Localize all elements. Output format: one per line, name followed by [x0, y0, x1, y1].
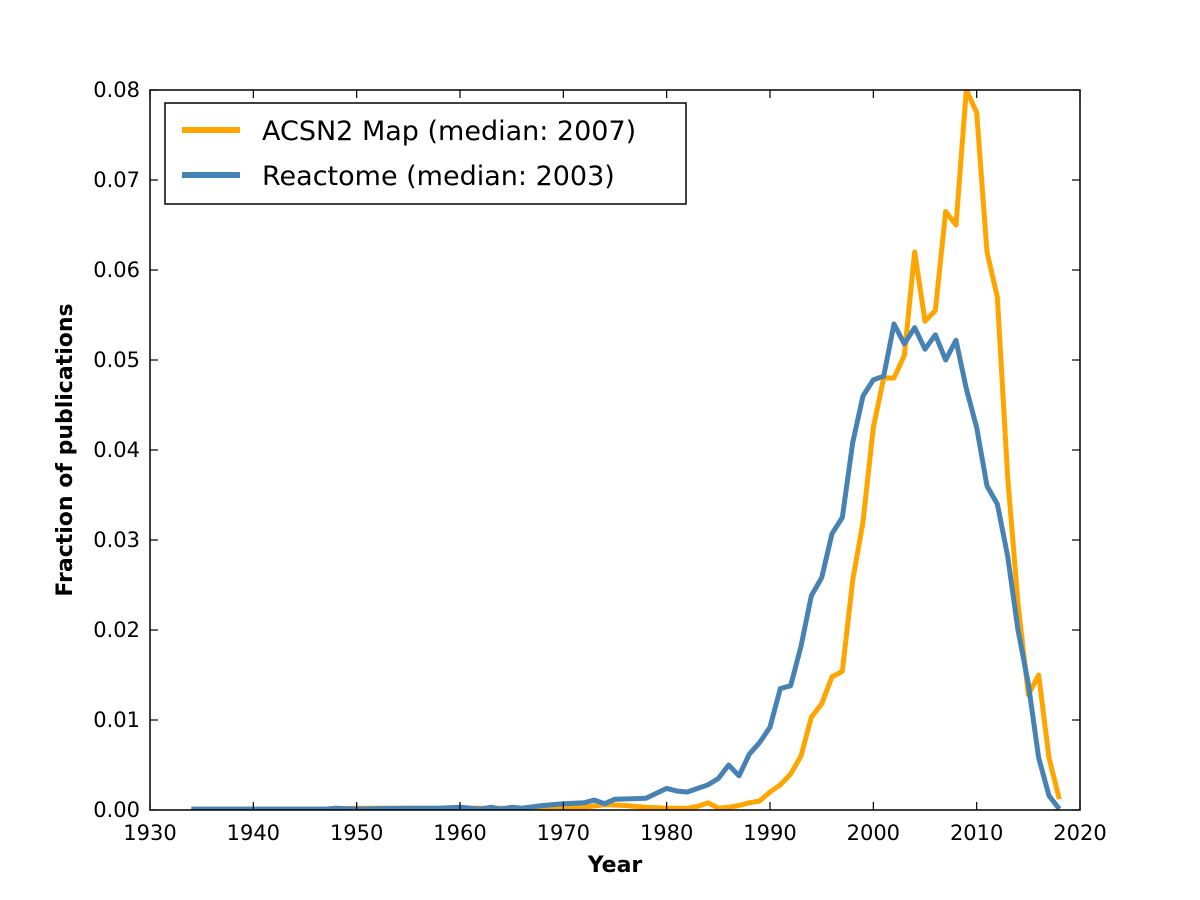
tick-layer: 1930 1940 1950 1960 1970 1980 1990 2000 2010 2020…: [93, 78, 1106, 845]
series-line-reactome: [191, 321, 1062, 810]
x-tick-label: 2020: [1053, 821, 1106, 845]
legend: ACSN2 Map (median: 2007) Reactome (media…: [164, 102, 687, 205]
x-tick-label: 2000: [847, 821, 900, 845]
legend-label-reactome: Reactome (median: 2003): [262, 161, 615, 192]
y-tick-label: 0.08: [93, 78, 140, 102]
y-tick-label: 0.05: [93, 348, 140, 372]
x-axis-label: Year: [587, 853, 643, 878]
y-tick-label: 0.02: [93, 618, 140, 642]
x-tick-label: 1940: [227, 821, 280, 845]
x-tick-label: 2010: [950, 821, 1003, 845]
x-tick-label: 1930: [123, 821, 176, 845]
legend-label-acsn2: ACSN2 Map (median: 2007): [262, 116, 636, 147]
x-tick-label: 1990: [743, 821, 796, 845]
y-tick-label: 0.03: [93, 528, 140, 552]
y-tick-label: 0.07: [93, 168, 140, 192]
x-tick-label: 1960: [433, 821, 486, 845]
y-tick-label: 0.00: [93, 798, 140, 822]
legend-box: [164, 102, 687, 205]
y-tick-label: 0.06: [93, 258, 140, 282]
x-tick-label: 1980: [640, 821, 693, 845]
y-tick-label: 0.01: [93, 708, 140, 732]
series-line-acsn2: [191, 90, 1062, 810]
y-axis-label: Fraction of publications: [53, 303, 78, 596]
x-tick-label: 1950: [330, 821, 383, 845]
y-tick-label: 0.04: [93, 438, 140, 462]
series-layer: [191, 90, 1062, 810]
x-tick-label: 1970: [537, 821, 590, 845]
